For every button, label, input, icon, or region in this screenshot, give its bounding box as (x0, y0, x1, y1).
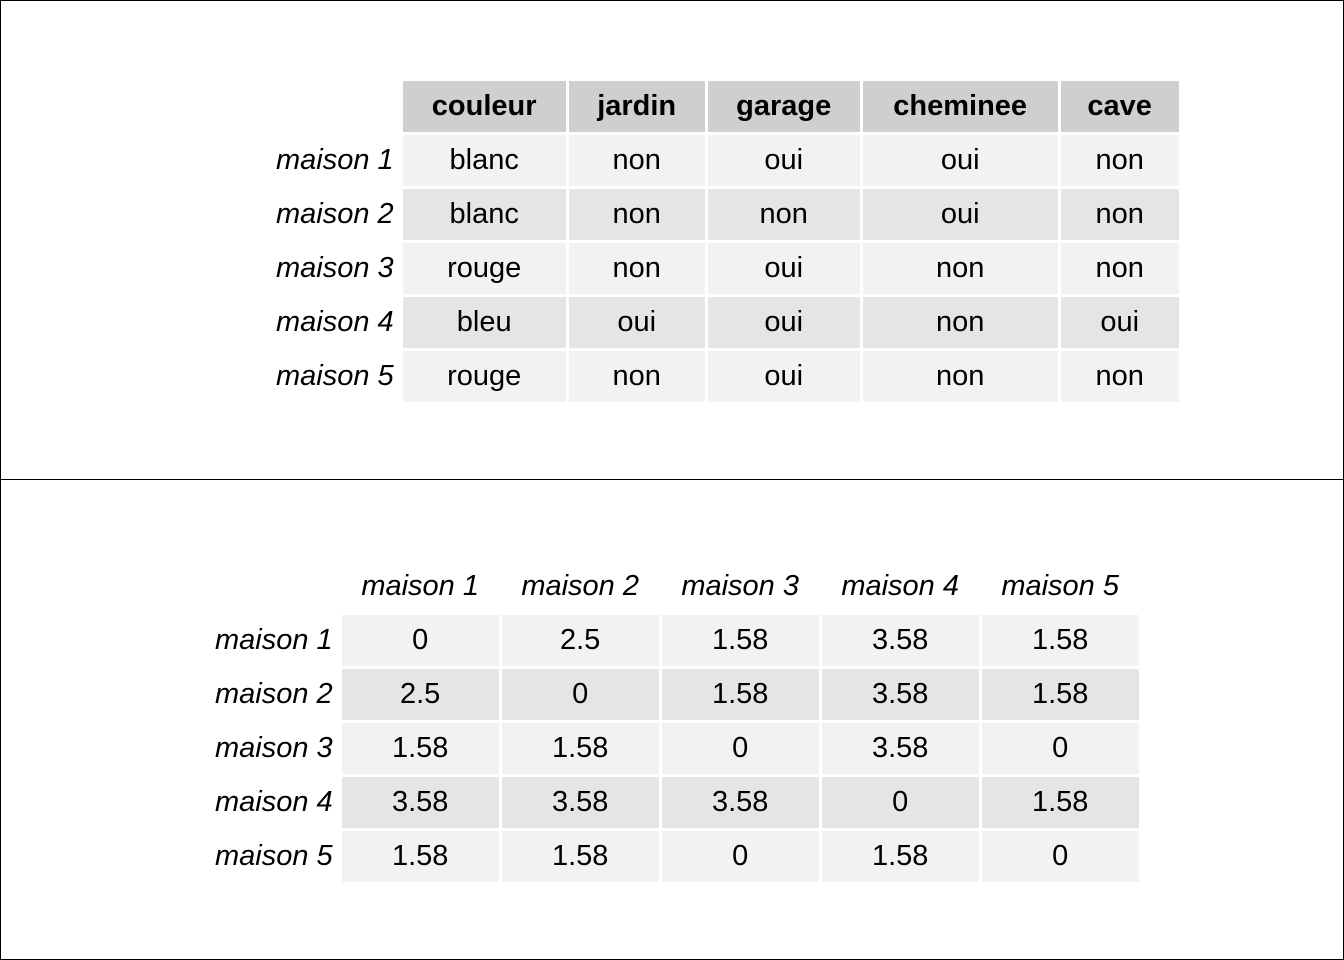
table-cell: 1.58 (341, 723, 499, 774)
table-cell: non (862, 243, 1058, 294)
table-cell: 1.58 (981, 777, 1139, 828)
table-cell: oui (707, 351, 860, 402)
table-cell: 0 (821, 777, 979, 828)
column-header-maison-2: maison 2 (501, 561, 659, 612)
table-cell: 1.58 (341, 831, 499, 882)
table-row: maison 2 2.5 0 1.58 3.58 1.58 (215, 669, 1139, 720)
distance-corner (215, 561, 339, 612)
table-cell: non (568, 243, 705, 294)
column-header-jardin: jardin (568, 81, 705, 132)
column-header-maison-5: maison 5 (981, 561, 1139, 612)
row-label: maison 1 (215, 615, 339, 666)
row-label: maison 5 (276, 351, 400, 402)
table-cell: 1.58 (821, 831, 979, 882)
table-cell: blanc (402, 135, 566, 186)
column-header-couleur: couleur (402, 81, 566, 132)
table-cell: non (1060, 351, 1179, 402)
table-cell: 1.58 (981, 669, 1139, 720)
attributes-table: couleur jardin garage cheminee cave mais… (273, 78, 1182, 405)
column-header-cave: cave (1060, 81, 1179, 132)
table-cell: 0 (661, 723, 819, 774)
table-cell: 1.58 (501, 723, 659, 774)
table-cell: oui (862, 189, 1058, 240)
table-cell: 0 (661, 831, 819, 882)
row-label: maison 2 (276, 189, 400, 240)
distance-header-row: maison 1 maison 2 maison 3 maison 4 mais… (215, 561, 1139, 612)
table-cell: 2.5 (501, 615, 659, 666)
table-cell: non (707, 189, 860, 240)
table-cell: 3.58 (821, 669, 979, 720)
table-cell: non (568, 189, 705, 240)
table-cell: non (568, 351, 705, 402)
table-cell: oui (568, 297, 705, 348)
table-row: maison 1 0 2.5 1.58 3.58 1.58 (215, 615, 1139, 666)
column-header-maison-3: maison 3 (661, 561, 819, 612)
table-cell: non (1060, 135, 1179, 186)
column-header-garage: garage (707, 81, 860, 132)
distance-panel: maison 1 maison 2 maison 3 maison 4 mais… (0, 479, 1344, 960)
table-cell: 3.58 (821, 723, 979, 774)
table-cell: 2.5 (341, 669, 499, 720)
table-cell: 1.58 (981, 615, 1139, 666)
table-cell: oui (707, 297, 860, 348)
table-cell: non (862, 351, 1058, 402)
table-cell: bleu (402, 297, 566, 348)
distance-table: maison 1 maison 2 maison 3 maison 4 mais… (212, 558, 1142, 885)
row-label: maison 2 (215, 669, 339, 720)
table-cell: 0 (501, 669, 659, 720)
row-label: maison 5 (215, 831, 339, 882)
table-cell: blanc (402, 189, 566, 240)
table-row: maison 2 blanc non non oui non (276, 189, 1179, 240)
table-cell: 3.58 (661, 777, 819, 828)
table-cell: 3.58 (341, 777, 499, 828)
row-label: maison 4 (276, 297, 400, 348)
attributes-header-row: couleur jardin garage cheminee cave (276, 81, 1179, 132)
table-row: maison 4 3.58 3.58 3.58 0 1.58 (215, 777, 1139, 828)
row-label: maison 3 (276, 243, 400, 294)
table-row: maison 1 blanc non oui oui non (276, 135, 1179, 186)
table-cell: 1.58 (501, 831, 659, 882)
column-header-maison-4: maison 4 (821, 561, 979, 612)
table-cell: 3.58 (821, 615, 979, 666)
attributes-corner (276, 81, 400, 132)
table-cell: 1.58 (661, 615, 819, 666)
column-header-maison-1: maison 1 (341, 561, 499, 612)
row-label: maison 3 (215, 723, 339, 774)
table-cell: 0 (981, 723, 1139, 774)
row-label: maison 1 (276, 135, 400, 186)
table-cell: 1.58 (661, 669, 819, 720)
attributes-panel: couleur jardin garage cheminee cave mais… (0, 0, 1344, 480)
table-cell: oui (707, 243, 860, 294)
table-cell: 3.58 (501, 777, 659, 828)
table-row: maison 5 rouge non oui non non (276, 351, 1179, 402)
column-header-cheminee: cheminee (862, 81, 1058, 132)
table-cell: oui (1060, 297, 1179, 348)
table-row: maison 5 1.58 1.58 0 1.58 0 (215, 831, 1139, 882)
row-label: maison 4 (215, 777, 339, 828)
table-cell: rouge (402, 351, 566, 402)
table-row: maison 4 bleu oui oui non oui (276, 297, 1179, 348)
table-row: maison 3 1.58 1.58 0 3.58 0 (215, 723, 1139, 774)
table-cell: oui (707, 135, 860, 186)
table-cell: non (1060, 243, 1179, 294)
table-cell: oui (862, 135, 1058, 186)
table-cell: rouge (402, 243, 566, 294)
table-row: maison 3 rouge non oui non non (276, 243, 1179, 294)
table-cell: 0 (981, 831, 1139, 882)
table-cell: non (862, 297, 1058, 348)
table-cell: 0 (341, 615, 499, 666)
table-cell: non (568, 135, 705, 186)
table-cell: non (1060, 189, 1179, 240)
